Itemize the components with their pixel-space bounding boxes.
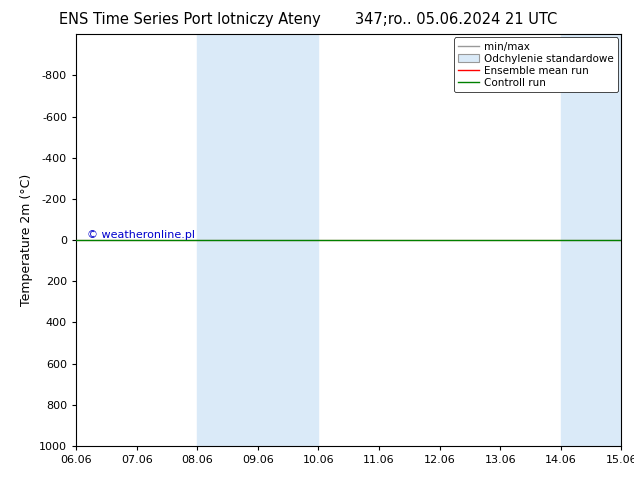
Bar (197, 34, 318, 446)
Text: ENS Time Series Port lotniczy Ateny: ENS Time Series Port lotniczy Ateny (60, 12, 321, 27)
Text: 347;ro.. 05.06.2024 21 UTC: 347;ro.. 05.06.2024 21 UTC (355, 12, 558, 27)
Y-axis label: Temperature 2m (°C): Temperature 2m (°C) (20, 174, 34, 306)
Legend: min/max, Odchylenie standardowe, Ensemble mean run, Controll run: min/max, Odchylenie standardowe, Ensembl… (454, 37, 618, 92)
Text: © weatheronline.pl: © weatheronline.pl (87, 230, 195, 240)
Bar (560, 34, 634, 446)
